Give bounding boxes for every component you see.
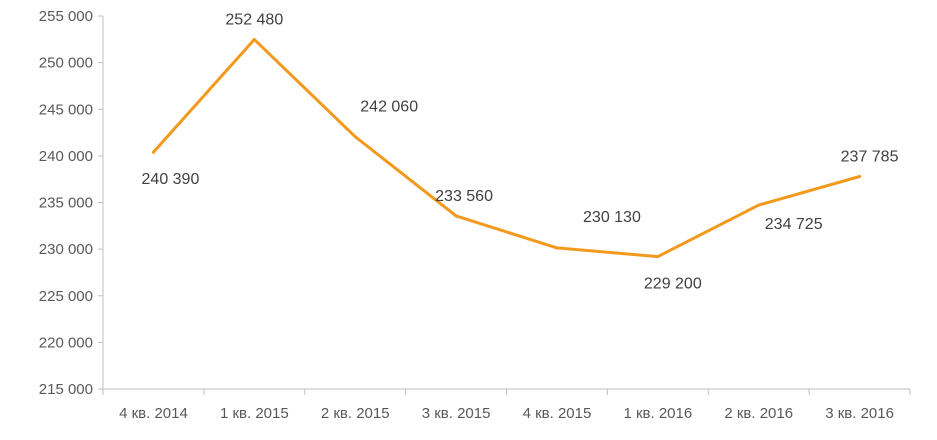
y-tick-label: 230 000	[39, 241, 93, 258]
x-tick-label: 3 кв. 2015	[422, 405, 491, 422]
series-line-path	[151, 38, 862, 259]
y-tick-label: 215 000	[39, 381, 93, 398]
data-label: 229 200	[644, 276, 702, 293]
data-label: 252 480	[225, 11, 283, 28]
data-point	[353, 135, 357, 139]
data-label: 230 130	[583, 209, 641, 226]
x-axis: 4 кв. 2014 1 кв. 2015 2 кв. 2015 3 кв. 2015…	[102, 388, 911, 422]
x-tick-label: 1 кв. 2015	[220, 405, 289, 422]
y-tick-label: 245 000	[39, 101, 93, 118]
y-tick-label: 235 000	[39, 195, 93, 212]
data-point	[252, 37, 256, 41]
data-point	[151, 150, 155, 154]
y-tick-label: 225 000	[39, 288, 93, 305]
x-tick-label: 4 кв. 2015	[523, 405, 592, 422]
series-line	[151, 37, 862, 259]
x-tick-label: 1 кв. 2016	[623, 405, 692, 422]
data-label: 233 560	[435, 188, 493, 205]
y-tick-label: 240 000	[39, 148, 93, 165]
data-label: 234 725	[765, 216, 823, 233]
x-tick-label: 2 кв. 2015	[321, 405, 390, 422]
y-tick-label: 255 000	[39, 8, 93, 25]
data-point	[454, 214, 458, 218]
data-point	[555, 246, 559, 250]
data-point	[656, 255, 660, 259]
data-point	[757, 203, 761, 207]
data-label: 240 390	[142, 171, 200, 188]
data-point	[858, 175, 862, 179]
data-labels: 240 390 252 480 242 060 233 560 230 130 229 2…	[142, 11, 899, 292]
y-tick-label: 250 000	[39, 55, 93, 72]
x-tick-label: 2 кв. 2016	[724, 405, 793, 422]
x-tick-label: 3 кв. 2016	[825, 405, 894, 422]
data-label: 242 060	[360, 99, 418, 116]
x-tick-label: 4 кв. 2014	[119, 405, 188, 422]
data-label: 237 785	[841, 149, 899, 166]
y-tick-label: 220 000	[39, 334, 93, 351]
y-axis: 215 000 220 000 225 000 230 000 235 000 240 0…	[39, 8, 104, 398]
